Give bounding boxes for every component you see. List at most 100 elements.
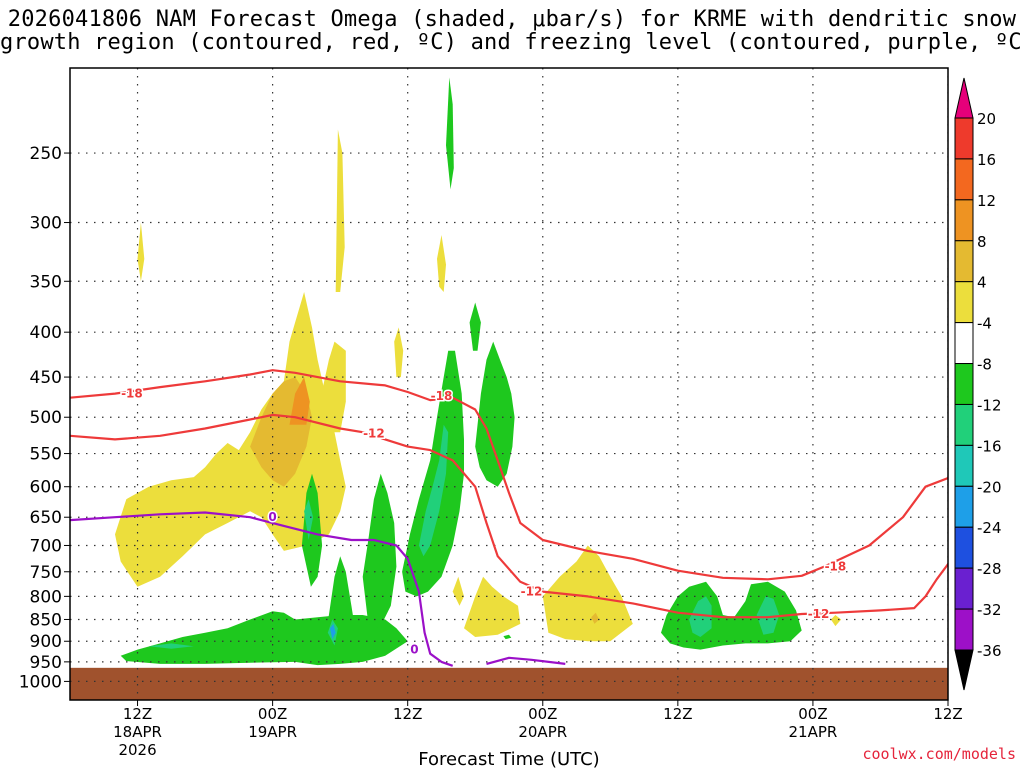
omega-region	[362, 473, 397, 629]
colorbar-label: -4	[977, 315, 992, 333]
colorbar-band	[954, 567, 974, 610]
y-tick-label: 600	[30, 478, 62, 498]
contour-label: -18	[121, 387, 143, 401]
omega-region	[323, 556, 357, 664]
y-tick-label: 950	[30, 653, 62, 673]
colorbar-label: -32	[977, 601, 1002, 619]
y-tick-label: 800	[30, 587, 62, 607]
omega-region	[330, 623, 336, 640]
omega-region	[301, 473, 323, 587]
plot-frame	[69, 67, 949, 701]
omega-region	[756, 596, 780, 635]
contour-label: -12	[808, 607, 830, 621]
omega-region	[148, 643, 194, 649]
omega-region	[542, 545, 633, 642]
omega-region	[591, 612, 600, 624]
plot-area: -18 -18 -18 -12 -12 -12 0 0	[70, 68, 948, 700]
x-tick-label: 00Z	[528, 705, 557, 723]
colorbar-band	[954, 240, 974, 283]
y-tick-label: 300	[30, 214, 62, 234]
x-tick-label: 12Z	[663, 705, 692, 723]
x-tick-label: 12Z	[123, 705, 152, 723]
contour-line	[70, 511, 454, 667]
colorbar-label: 4	[977, 274, 987, 292]
contour-label: 0	[268, 510, 276, 524]
contour-label: -18	[825, 560, 847, 574]
omega-region	[469, 302, 481, 351]
chart-title-line2: growth region (contoured, red, ºC) and f…	[0, 30, 1024, 55]
omega-region	[446, 77, 454, 190]
y-tick-label: 400	[30, 323, 62, 343]
x-tick-date: 19APR	[248, 723, 297, 741]
y-tick-label: 650	[30, 508, 62, 528]
omega-region	[304, 499, 314, 540]
colorbar-band	[954, 403, 974, 446]
site-credit[interactable]: coolwx.com/models	[862, 745, 1016, 763]
colorbar-band	[954, 322, 974, 365]
y-tick-label: 700	[30, 536, 62, 556]
y-tick-label: 350	[30, 272, 62, 292]
colorbar-label: -8	[977, 356, 992, 374]
y-tick-label: 750	[30, 563, 62, 583]
y-tick-label: 250	[30, 144, 62, 164]
omega-region	[323, 341, 346, 433]
y-tick-label: 550	[30, 445, 62, 465]
y-tick-label: 900	[30, 632, 62, 652]
omega-region	[437, 235, 446, 292]
chart-title: 2026041806 NAM Forecast Omega (shaded, μ…	[0, 8, 1024, 54]
axes: 2503003504004505005506006507007508008509…	[19, 67, 963, 768]
contour-label: 0	[410, 643, 418, 657]
omega-region	[120, 611, 408, 666]
contour-label: -12	[521, 585, 543, 599]
omega-region	[503, 634, 512, 640]
colorbar-label: -12	[977, 396, 1002, 414]
omega-region	[289, 377, 310, 425]
colorbar-label: -24	[977, 519, 1002, 537]
colorbar-band	[954, 363, 974, 405]
y-tick-label: 500	[30, 408, 62, 428]
omega-region	[402, 350, 464, 597]
x-tick-date: 21APR	[789, 723, 838, 741]
omega-region	[394, 327, 404, 378]
x-tick-date: 18APR	[113, 723, 162, 741]
y-tick-label: 450	[30, 368, 62, 388]
colorbar-band	[954, 608, 974, 651]
contour-label: -18	[431, 389, 453, 403]
y-tick-label: 850	[30, 610, 62, 630]
colorbar-band	[954, 526, 974, 569]
x-tick-year: 2026	[118, 741, 156, 759]
omega-region	[830, 615, 842, 627]
colorbar-top-arrow	[954, 77, 974, 119]
colorbar-label: 8	[977, 233, 987, 251]
x-tick-date: 20APR	[518, 723, 567, 741]
colorbar-label: 16	[977, 151, 996, 169]
plot-content: -18 -18 -18 -12 -12 -12 0 0	[70, 68, 948, 700]
colorbar-band	[954, 444, 974, 487]
y-tick-label: 1000	[19, 672, 62, 692]
colorbar-label: -16	[977, 437, 1002, 455]
x-tick-label: 00Z	[258, 705, 287, 723]
colorbar-label: -36	[977, 642, 1002, 660]
colorbar-label: -28	[977, 560, 1002, 578]
colorbar: 20 16 12 8 4 -4 -8 -12 -16 -20 -24 -28 -32 -36	[954, 77, 1002, 691]
x-tick-label: 12Z	[933, 705, 962, 723]
contour-line	[486, 656, 566, 665]
ground-terrain	[70, 667, 948, 700]
colorbar-band	[954, 158, 974, 201]
x-axis-title: Forecast Time (UTC)	[418, 749, 599, 768]
contour-label: -12	[363, 427, 385, 441]
contour-line	[70, 369, 948, 581]
colorbar-band	[954, 199, 974, 242]
colorbar-band	[954, 485, 974, 528]
omega-region	[464, 576, 521, 637]
x-tick-label: 12Z	[393, 705, 422, 723]
colorbar-bottom-arrow	[954, 649, 974, 691]
omega-region	[418, 424, 449, 557]
colorbar-band	[954, 117, 974, 160]
omega-region	[689, 596, 712, 637]
omega-region	[335, 129, 345, 292]
contour-line	[70, 413, 948, 619]
colorbar-label: 12	[977, 192, 996, 210]
omega-region	[452, 576, 464, 606]
